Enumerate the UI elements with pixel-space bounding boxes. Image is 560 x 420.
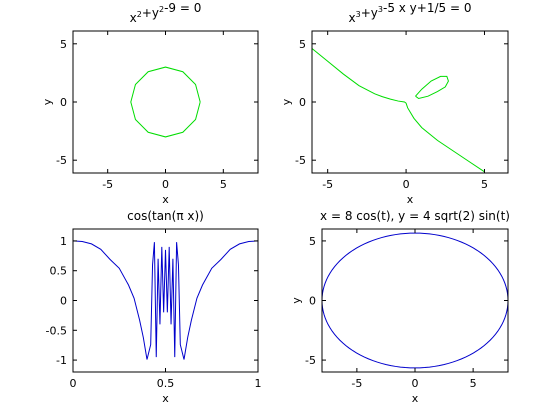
y-tick-label: 1: [60, 235, 67, 248]
axes-box: [321, 228, 509, 373]
folium-plot: -5 0 5 -5 0 5 x3+y3-5 x y+1/5 = 0 x y: [280, 1, 509, 206]
y-tick-label: 0: [299, 96, 306, 109]
series-line-1: [415, 75, 449, 100]
x-tick-label: 5: [481, 178, 488, 191]
x-axis-label: x: [162, 193, 169, 206]
x-axis-label: x: [412, 392, 419, 405]
x-axis-label: x: [407, 193, 414, 206]
cos-tan-plot: 0 0.5 1 -1 -0.5 0 0.5 1 cos(tan(π x)) x: [46, 209, 262, 405]
circle-plot: -5 0 5 -5 0 5 x2+y2-9 = 0 x y: [41, 1, 259, 206]
y-axis-label: y: [280, 98, 293, 105]
chart-title: x = 8 cos(t), y = 4 sqrt(2) sin(t): [320, 209, 510, 223]
x-tick-label: 5: [220, 178, 227, 191]
y-tick-label: -5: [56, 154, 67, 167]
series-line-0: [322, 232, 508, 369]
x-tick-label: 1: [255, 377, 262, 390]
axes-box: [72, 30, 259, 174]
y-axis-label: y: [41, 98, 54, 105]
series-line-0: [130, 66, 201, 138]
series-line-0: [73, 240, 258, 360]
series-line-0: [312, 48, 485, 173]
x-tick-label: 0: [412, 377, 419, 390]
x-tick-label: 5: [470, 377, 477, 390]
x-tick-label: 0: [403, 178, 410, 191]
y-tick-label: 0: [60, 295, 67, 308]
y-tick-label: -5: [305, 354, 316, 367]
axes-box: [311, 30, 509, 174]
y-tick-label: -0.5: [46, 324, 67, 337]
x-tick-label: 0: [162, 178, 169, 191]
y-tick-label: 5: [299, 38, 306, 51]
y-axis-label: y: [290, 297, 303, 304]
x-tick-label: 0: [70, 377, 77, 390]
x-tick-label: 0.5: [157, 377, 175, 390]
chart-title: x2+y2-9 = 0: [130, 1, 202, 25]
y-tick-label: 0: [60, 96, 67, 109]
y-tick-label: 5: [309, 235, 316, 248]
y-tick-label: 0: [309, 295, 316, 308]
y-tick-label: 0.5: [50, 265, 68, 278]
y-tick-label: -1: [56, 354, 67, 367]
x-tick-label: -5: [102, 178, 113, 191]
chart-title: cos(tan(π x)): [127, 209, 204, 223]
x-tick-label: -5: [322, 178, 333, 191]
ellipse-plot: -5 0 5 -5 0 5 x = 8 cos(t), y = 4 sqrt(2) sin(…: [290, 209, 510, 405]
x-axis-label: x: [162, 392, 169, 405]
y-tick-label: 5: [60, 38, 67, 51]
x-tick-label: -5: [351, 377, 362, 390]
y-tick-label: -5: [295, 154, 306, 167]
chart-title: x3+y3-5 x y+1/5 = 0: [349, 1, 472, 25]
